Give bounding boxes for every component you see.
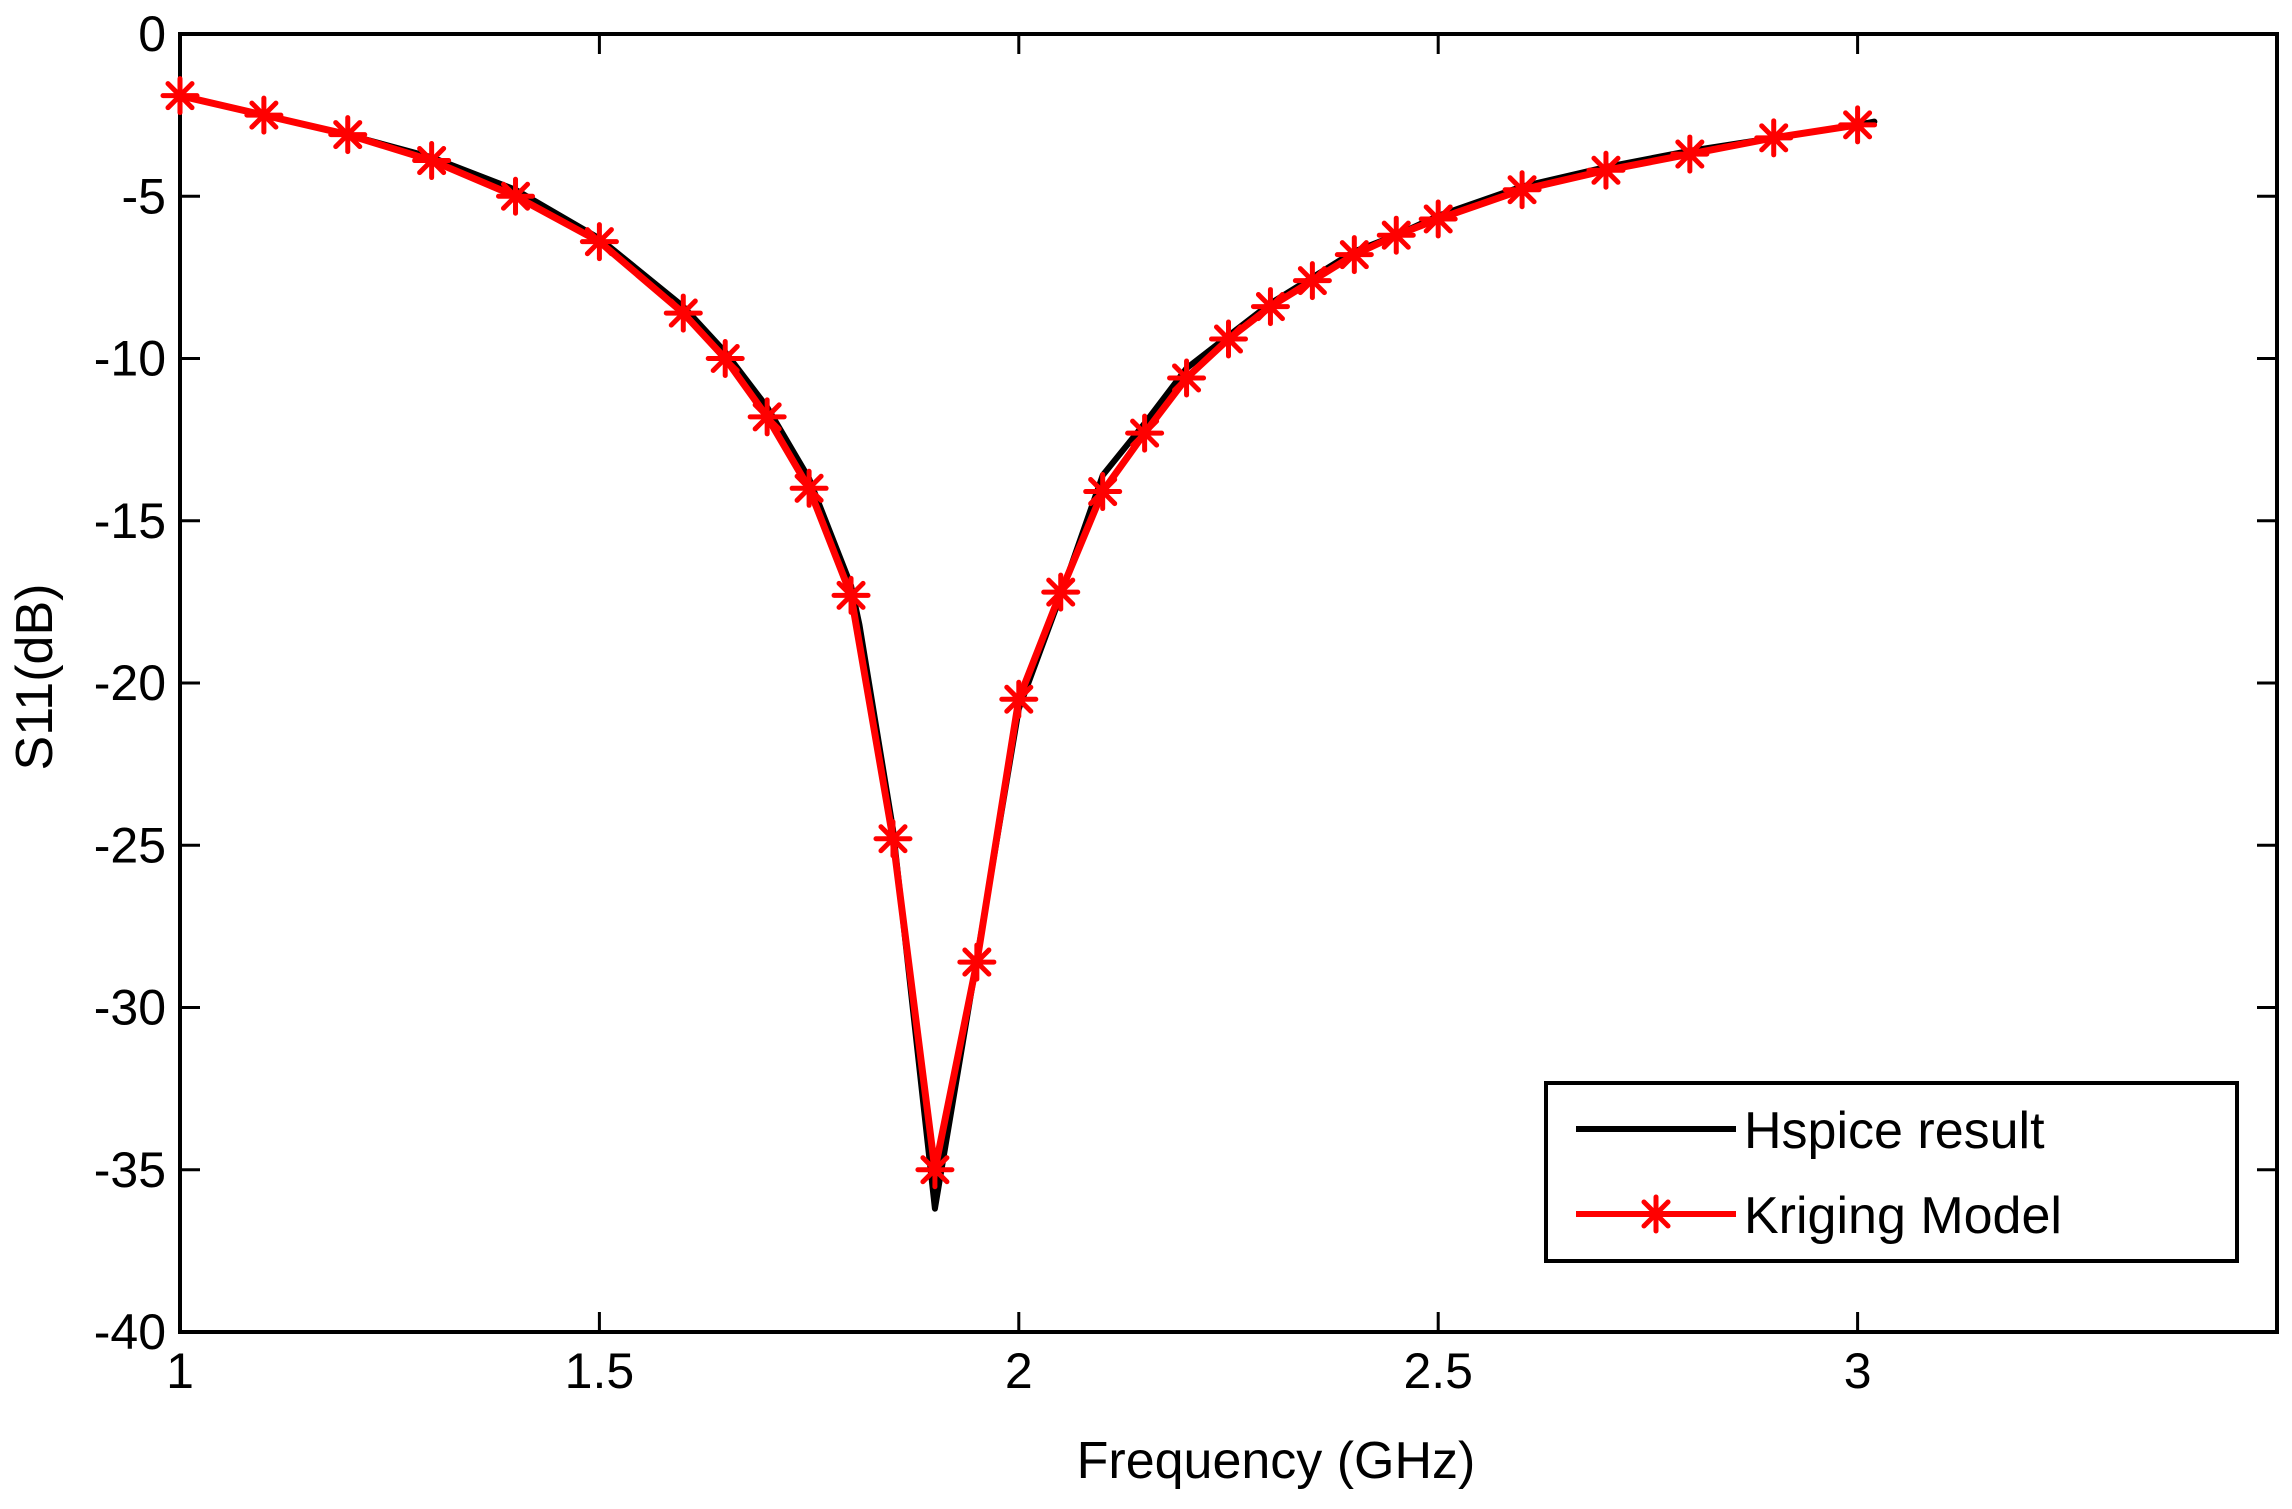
data-point-kriging <box>663 293 703 333</box>
legend-label-hspice: Hspice result <box>1744 1102 2045 1160</box>
marker-stroke <box>752 402 782 432</box>
marker-stroke <box>1339 240 1369 270</box>
marker-stroke <box>1843 110 1873 140</box>
series-line-kriging <box>176 92 1862 1174</box>
marker-stroke <box>878 824 908 854</box>
y-tick-label: -20 <box>94 655 166 711</box>
data-point-kriging <box>496 176 536 216</box>
marker-stroke <box>794 473 824 503</box>
marker-stroke <box>1591 155 1621 185</box>
legend-asterisk <box>1636 1194 1676 1234</box>
data-point-kriging <box>1376 215 1416 255</box>
plot-area: 1 1.5 2 2.5 3 0 -5 -10 -15 -20 -25 -30 -35 -40 <box>94 6 2279 1399</box>
data-point-kriging <box>1167 358 1207 398</box>
marker-stroke <box>1213 324 1244 354</box>
marker-stroke <box>333 120 363 150</box>
marker-stroke <box>710 343 740 374</box>
x-tick-label: 1 <box>166 1343 194 1399</box>
x-tick-label: 2.5 <box>1403 1343 1473 1399</box>
marker-stroke <box>584 227 614 257</box>
y-tick-label: -15 <box>94 493 166 549</box>
data-point-kriging <box>1334 235 1374 275</box>
y-tick-label: 0 <box>138 6 166 62</box>
marker-stroke <box>1507 175 1537 205</box>
y-tick-label: -35 <box>94 1142 166 1198</box>
data-point-kriging <box>873 819 913 859</box>
data-point-kriging <box>957 942 997 982</box>
data-point-kriging <box>747 397 787 437</box>
legend-label-kriging: Kriging Model <box>1744 1187 2062 1245</box>
data-point-kriging <box>160 76 200 116</box>
x-tick-label: 3 <box>1844 1343 1872 1399</box>
data-point-kriging <box>1418 199 1458 239</box>
marker-stroke <box>668 298 698 328</box>
marker-stroke <box>1641 1199 1671 1229</box>
marker-stroke <box>1172 363 1202 393</box>
marker-stroke <box>920 1155 950 1185</box>
marker-stroke <box>1004 684 1034 714</box>
data-point-kriging <box>831 575 871 615</box>
data-point-kriging <box>1125 413 1165 453</box>
marker-stroke <box>1255 292 1285 322</box>
marker-stroke <box>249 100 279 130</box>
data-point-kriging <box>1838 105 1878 145</box>
legend: Hspice result Kriging Model <box>1544 1081 2239 1263</box>
data-point-kriging <box>1754 118 1794 158</box>
marker-stroke <box>1759 123 1789 153</box>
marker-stroke <box>1381 220 1411 250</box>
data-point-kriging <box>579 222 619 262</box>
x-tick-label: 2 <box>1005 1343 1033 1399</box>
y-tick-label: -30 <box>94 980 166 1036</box>
data-point-kriging <box>1083 472 1123 512</box>
y-tick-label: -10 <box>94 331 166 387</box>
marker-stroke <box>1297 266 1327 296</box>
legend-box <box>1544 1081 2239 1263</box>
data-point-kriging <box>999 679 1039 719</box>
marker-stroke <box>1423 204 1453 234</box>
marker-stroke <box>1088 477 1118 507</box>
data-point-kriging <box>328 115 368 155</box>
data-point-kriging <box>244 95 284 135</box>
data-point-kriging <box>412 141 452 181</box>
x-tick-label: 1.5 <box>565 1343 635 1399</box>
data-point-kriging <box>915 1150 955 1190</box>
marker-stroke <box>1130 418 1160 448</box>
data-point-kriging <box>1250 287 1290 327</box>
data-point-kriging <box>1586 150 1626 190</box>
y-tick-label: -25 <box>94 817 166 873</box>
data-point-kriging <box>1209 319 1248 359</box>
x-axis-title: Frequency (GHz) <box>1077 1432 1476 1490</box>
y-tick-label: -5 <box>122 168 166 224</box>
marker-stroke <box>836 580 866 610</box>
marker-stroke <box>417 146 447 176</box>
y-axis-title: S11(dB) <box>6 584 64 771</box>
data-point-kriging <box>789 468 829 508</box>
data-point-kriging <box>705 339 745 378</box>
data-point-kriging <box>1670 134 1710 174</box>
marker-stroke <box>165 81 195 111</box>
marker-stroke <box>501 181 531 211</box>
data-point-kriging <box>1292 261 1332 301</box>
data-point-kriging <box>1502 170 1542 210</box>
marker-stroke <box>962 947 992 977</box>
marker-stroke <box>1675 139 1705 169</box>
legend-marker-kriging <box>1636 1194 1676 1234</box>
data-point-kriging <box>1041 572 1081 612</box>
y-tick-label: -40 <box>94 1304 166 1360</box>
marker-stroke <box>1046 577 1076 607</box>
